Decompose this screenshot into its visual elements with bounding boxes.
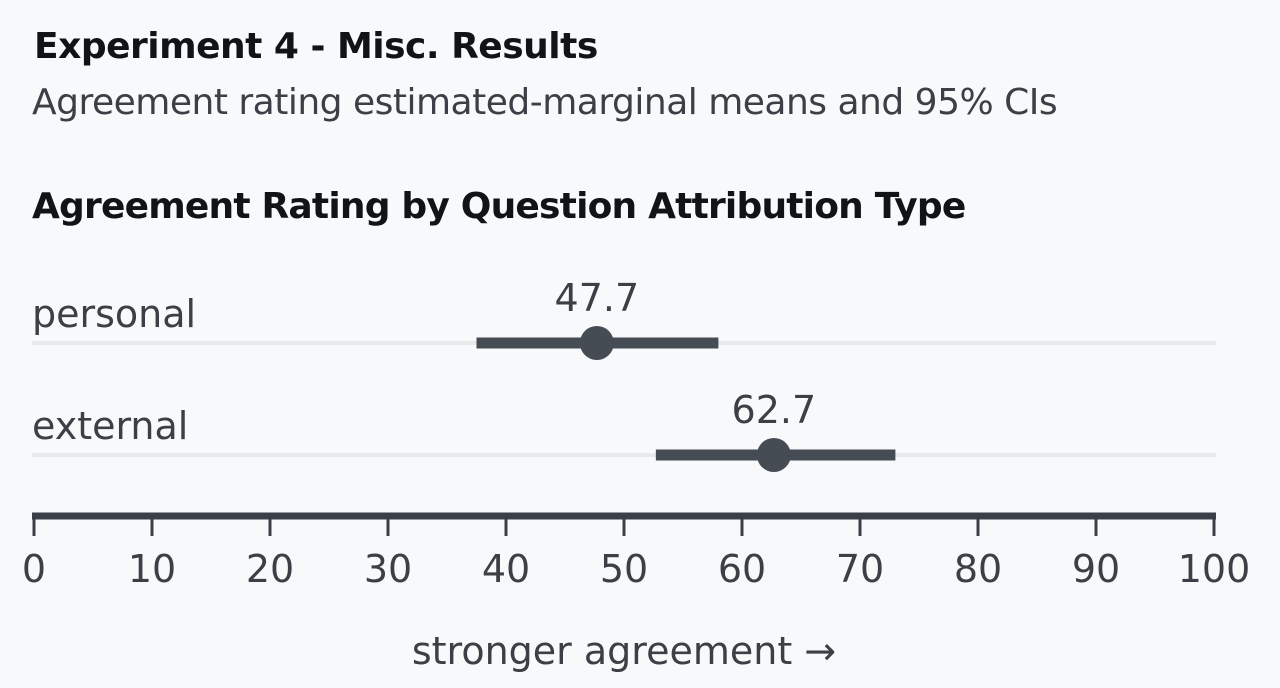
mean-point [756,438,791,472]
x-tick-label: 60 [718,547,766,591]
row-personal: personal 47.7 [32,276,1216,360]
x-tick-label: 40 [482,547,530,591]
x-tick-label: 100 [1178,547,1251,591]
x-tick-label: 20 [246,547,294,591]
x-tick-label: 80 [954,547,1002,591]
x-tick-label: 30 [364,547,412,591]
row-label: personal [32,292,196,336]
value-label: 62.7 [732,388,817,432]
x-tick-label: 90 [1072,547,1120,591]
x-tick-label: 0 [22,547,46,591]
chart-rows: personal 47.7 external 62.7 [32,276,1216,472]
mean-point [579,326,614,360]
x-axis: 0 10 20 30 40 50 60 70 80 90 100 [22,512,1251,591]
row-label: external [32,404,188,448]
chart-title: Agreement Rating by Question Attribution… [32,186,966,227]
x-tick-label: 50 [600,547,648,591]
x-tick-label: 70 [836,547,884,591]
row-external: external 62.7 [32,388,1216,472]
x-axis-title: stronger agreement → [412,629,836,673]
page-subtitle: Agreement rating estimated-marginal mean… [32,82,1058,123]
page-title: Experiment 4 - Misc. Results [34,26,598,67]
x-tick-label: 10 [128,547,176,591]
value-label: 47.7 [555,276,640,320]
